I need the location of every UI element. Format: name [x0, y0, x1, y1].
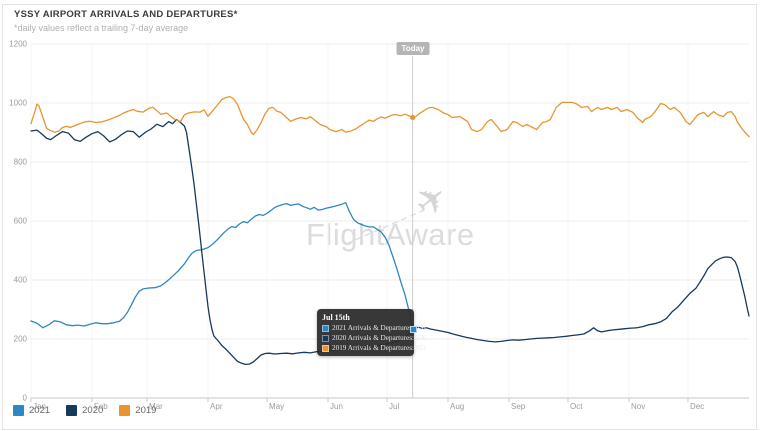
x-tick-label: Feb — [94, 402, 108, 411]
chart-card — [2, 4, 757, 430]
x-tick-label: Mar — [149, 402, 163, 411]
chart-title: YSSY AIRPORT ARRIVALS AND DEPARTURES* — [14, 9, 238, 20]
grid-layer — [30, 43, 749, 402]
series-2021-end-marker — [410, 326, 417, 333]
series-line-2019 — [30, 95, 750, 138]
y-tick-label: 800 — [14, 158, 28, 167]
tooltip-swatch-2019 — [322, 344, 329, 352]
y-tick-label: 1000 — [9, 99, 27, 108]
tooltip-label: 2021 Arrivals & Departures: 231 — [332, 324, 427, 332]
chart-tooltip: Jul 15th 2021 Arrivals & Departures: 231… — [317, 309, 427, 356]
legend-swatch-2019 — [119, 405, 131, 416]
x-tick-label: Apr — [210, 402, 223, 411]
y-tick-label: 0 — [23, 394, 28, 403]
x-tick-label: Aug — [450, 402, 464, 411]
tooltip-date: Jul 15th — [322, 313, 350, 322]
legend-swatch-2021 — [13, 405, 24, 416]
legend-label: 2021 — [29, 405, 51, 416]
legend-swatch-2020 — [66, 405, 78, 416]
x-tick-label: Dec — [690, 402, 704, 411]
x-tick-label: Jul — [389, 402, 399, 411]
y-tick-label: 400 — [14, 276, 28, 285]
tooltip-swatch-2020 — [322, 334, 329, 342]
legend-item-2020[interactable]: 2020 — [66, 405, 103, 416]
today-badge: Today — [396, 42, 430, 55]
tooltip-swatch-2021 — [322, 324, 329, 332]
tooltip-row-2020: 2020 Arrivals & Departures: 236 — [322, 334, 427, 342]
series-line-2021 — [30, 202, 414, 331]
x-tick-label: Sep — [511, 402, 526, 411]
x-tick-label: Nov — [631, 402, 645, 411]
tooltip-label: 2019 Arrivals & Departures: 951 — [332, 344, 427, 352]
tooltip-rows: 2021 Arrivals & Departures: 231 2020 Arri… — [322, 324, 427, 352]
contrail-dashed-line — [345, 209, 425, 245]
tooltip-row-2019: 2019 Arrivals & Departures: 951 — [322, 344, 427, 352]
legend-item-2021[interactable]: 2021 — [13, 405, 50, 416]
x-tick-label: May — [269, 402, 284, 411]
x-tick-label: Jan — [33, 402, 46, 411]
chart-legend: 2021 2020 2019 — [13, 405, 156, 416]
legend-label: 2019 — [135, 405, 157, 416]
tooltip-row-2021: 2021 Arrivals & Departures: 231 — [322, 324, 427, 332]
legend-label: 2020 — [82, 405, 104, 416]
x-tick-label: Oct — [570, 402, 583, 411]
flightaware-watermark: FlightAware — [306, 217, 475, 252]
axis-label-layer: Jan Feb Mar Apr May Jun Jul Aug Sep Oct Nov Dec 0 200… — [9, 40, 704, 412]
series-2019-today-marker — [410, 114, 416, 121]
chart-subtitle: *daily values reflect a trailing 7-day a… — [14, 23, 189, 33]
x-tick-label: Jun — [330, 402, 343, 411]
y-tick-label: 200 — [14, 335, 28, 344]
y-tick-label: 600 — [14, 217, 28, 226]
y-tick-label: 1200 — [9, 40, 27, 49]
legend-item-2019[interactable]: 2019 — [119, 405, 156, 416]
tooltip-label: 2020 Arrivals & Departures: 236 — [332, 334, 427, 342]
